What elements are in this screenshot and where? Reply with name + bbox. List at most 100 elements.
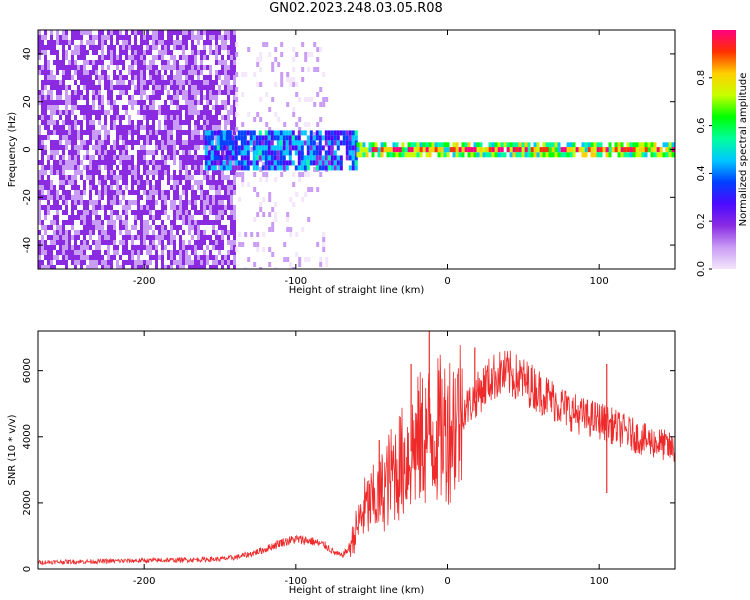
heatmap-cell <box>53 75 56 80</box>
heatmap-cell <box>307 97 311 102</box>
heatmap-cell <box>203 235 206 240</box>
heatmap-cell <box>110 220 113 225</box>
heatmap-cell <box>86 90 89 95</box>
heatmap-cell <box>274 177 278 182</box>
heatmap-cell <box>143 240 146 245</box>
heatmap-cell <box>191 35 194 40</box>
heatmap-cell <box>244 232 248 237</box>
heatmap-cell <box>200 125 203 130</box>
heatmap-cell <box>170 235 173 240</box>
heatmap-cell <box>68 195 71 200</box>
heatmap-cell <box>146 175 149 180</box>
heatmap-cell <box>143 170 146 175</box>
heatmap-cell <box>185 80 188 85</box>
heatmap-cell <box>224 230 227 235</box>
heatmap-cell <box>170 55 173 60</box>
heatmap-cell <box>65 40 68 45</box>
heatmap-cell <box>131 75 134 80</box>
heatmap-cell <box>218 205 221 210</box>
heatmap-cell <box>292 67 296 72</box>
heatmap-cell <box>258 135 262 141</box>
heatmap-cell <box>113 60 116 65</box>
heatmap-cell <box>620 152 624 158</box>
heatmap-cell <box>44 265 47 269</box>
heatmap-cell <box>161 200 164 205</box>
heatmap-cell <box>149 105 152 110</box>
heatmap-cell <box>110 200 113 205</box>
heatmap-cell <box>247 112 251 117</box>
heatmap-cell <box>256 112 260 117</box>
heatmap-cell <box>380 147 384 153</box>
heatmap-cell <box>443 147 447 153</box>
heatmap-cell <box>256 62 260 67</box>
heatmap-cell <box>128 140 131 145</box>
heatmap-cell <box>176 150 179 155</box>
heatmap-cell <box>68 40 71 45</box>
heatmap-cell <box>89 245 92 250</box>
heatmap-cell <box>56 220 59 225</box>
heatmap-cell <box>216 160 220 166</box>
heatmap-cell <box>149 45 152 50</box>
heatmap-cell <box>137 30 140 35</box>
heatmap-cell <box>152 55 155 60</box>
heatmap-cell <box>301 172 305 177</box>
heatmap-cell <box>219 135 223 141</box>
heatmap-cell <box>327 140 331 146</box>
heatmap-cell <box>316 142 320 147</box>
heatmap-cell <box>143 35 146 40</box>
heatmap-cell <box>188 145 191 150</box>
heatmap-cell <box>551 142 555 148</box>
heatmap-cell <box>389 147 393 153</box>
heatmap-cell <box>125 45 128 50</box>
heatmap-cell <box>255 140 259 146</box>
heatmap-cell <box>551 152 555 158</box>
heatmap-cell <box>125 160 128 165</box>
heatmap-cell <box>44 55 47 60</box>
heatmap-cell <box>173 150 176 155</box>
heatmap-cell <box>80 135 83 140</box>
heatmap-cell <box>247 182 251 187</box>
heatmap-cell <box>194 180 197 185</box>
heatmap-cell <box>194 105 197 110</box>
heatmap-cell <box>285 135 289 141</box>
heatmap-cell <box>173 175 176 180</box>
heatmap-cell <box>164 85 167 90</box>
heatmap-cell <box>271 222 275 227</box>
heatmap-cell <box>458 147 462 153</box>
heatmap-cell <box>176 260 179 265</box>
heatmap-cell <box>74 50 77 55</box>
heatmap-cell <box>41 100 44 105</box>
heatmap-cell <box>587 147 591 153</box>
heatmap-cell <box>92 65 95 70</box>
heatmap-cell <box>167 250 170 255</box>
heatmap-cell <box>620 142 624 148</box>
heatmap-cell <box>194 110 197 115</box>
heatmap-cell <box>86 145 89 150</box>
heatmap-cell <box>119 145 122 150</box>
heatmap-cell <box>282 150 286 156</box>
heatmap-cell <box>152 120 155 125</box>
heatmap-cell <box>671 142 675 148</box>
heatmap-cell <box>65 105 68 110</box>
heatmap-cell <box>95 95 98 100</box>
heatmap-cell <box>617 142 621 148</box>
heatmap-cell <box>47 60 50 65</box>
heatmap-cell <box>206 125 209 130</box>
heatmap-cell <box>98 225 101 230</box>
heatmap-cell <box>194 65 197 70</box>
heatmap-cell <box>354 140 358 146</box>
heatmap-cell <box>243 155 247 161</box>
heatmap-cell <box>231 165 235 171</box>
heatmap-cell <box>212 170 215 175</box>
heatmap-cell <box>209 185 212 190</box>
heatmap-cell <box>280 82 284 87</box>
heatmap-cell <box>500 152 504 158</box>
heatmap-cell <box>629 142 633 148</box>
heatmap-cell <box>122 165 125 170</box>
heatmap-cell <box>86 155 89 160</box>
heatmap-cell <box>62 185 65 190</box>
heatmap-cell <box>224 80 227 85</box>
heatmap-cell <box>200 155 203 160</box>
heatmap-cell <box>295 92 299 97</box>
heatmap-ytick-label: -40 <box>22 237 33 253</box>
